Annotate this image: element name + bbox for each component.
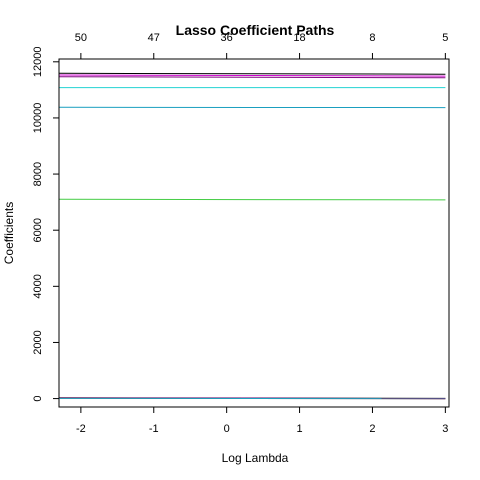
chart-title: Lasso Coefficient Paths bbox=[176, 22, 335, 38]
plot-frame bbox=[58, 58, 450, 408]
y-tick-label: 4000 bbox=[32, 274, 44, 298]
y-axis-label: Coefficients bbox=[2, 202, 16, 264]
top-tick-label: 36 bbox=[221, 32, 233, 44]
series-line-3 bbox=[58, 76, 446, 79]
y-tick-label: 0 bbox=[32, 396, 44, 402]
y-tick-label: 10000 bbox=[32, 103, 44, 134]
x-tick-label: -1 bbox=[149, 423, 159, 435]
x-tick-label: 0 bbox=[224, 423, 230, 435]
x-tick-label: -2 bbox=[76, 423, 86, 435]
y-tick-label: 8000 bbox=[32, 162, 44, 186]
axes-layer: -2 -1 0 1 2 3 0 2000 4000 6000 8000 10000 12000 50 47 3… bbox=[32, 32, 448, 435]
top-tick-label: 8 bbox=[369, 32, 375, 44]
series-layer bbox=[58, 72, 446, 400]
top-tick-label: 47 bbox=[148, 32, 160, 44]
y-tick-label: 6000 bbox=[32, 218, 44, 242]
top-tick-label: 18 bbox=[293, 32, 305, 44]
x-tick-label: 3 bbox=[442, 423, 448, 435]
series-line-1 bbox=[58, 72, 446, 75]
x-tick-label: 2 bbox=[369, 423, 375, 435]
series-line-2 bbox=[58, 74, 446, 77]
top-tick-label: 50 bbox=[75, 32, 87, 44]
x-tick-label: 1 bbox=[296, 423, 302, 435]
top-tick-label: 5 bbox=[442, 32, 448, 44]
series-line-6 bbox=[58, 198, 446, 201]
y-tick-label: 2000 bbox=[32, 330, 44, 354]
y-tick-label: 12000 bbox=[32, 47, 44, 78]
x-axis-label: Log Lambda bbox=[222, 451, 289, 465]
